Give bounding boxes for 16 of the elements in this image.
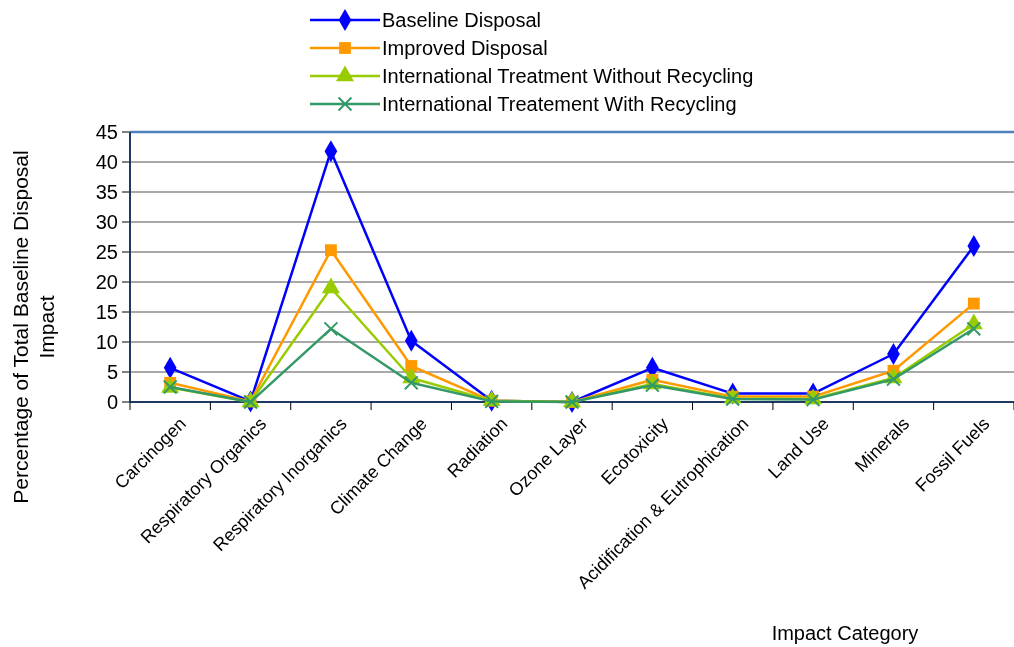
y-tick-label: 20 (95, 271, 118, 293)
y-tick-label: 40 (95, 151, 118, 173)
y-tick-label: 10 (95, 331, 118, 353)
legend-label: Improved Disposal (382, 37, 548, 59)
y-tick-label: 25 (95, 241, 118, 263)
y-tick-label: 5 (106, 361, 118, 383)
y-tick-label: 35 (95, 181, 118, 203)
y-tick-label: 0 (106, 391, 118, 413)
y-tick-label: 45 (95, 121, 118, 143)
legend-label: International Treatement With Recycling (382, 93, 737, 115)
legend-label: Baseline Disposal (382, 9, 541, 31)
legend-label: International Treatment Without Recycling (382, 65, 754, 87)
y-axis-title: Percentage of Total Baseline Disposal Impact (9, 150, 58, 504)
y-tick-label: 30 (95, 211, 118, 233)
x-axis-title: Impact Category (771, 622, 919, 644)
y-tick-label: 15 (95, 301, 118, 323)
